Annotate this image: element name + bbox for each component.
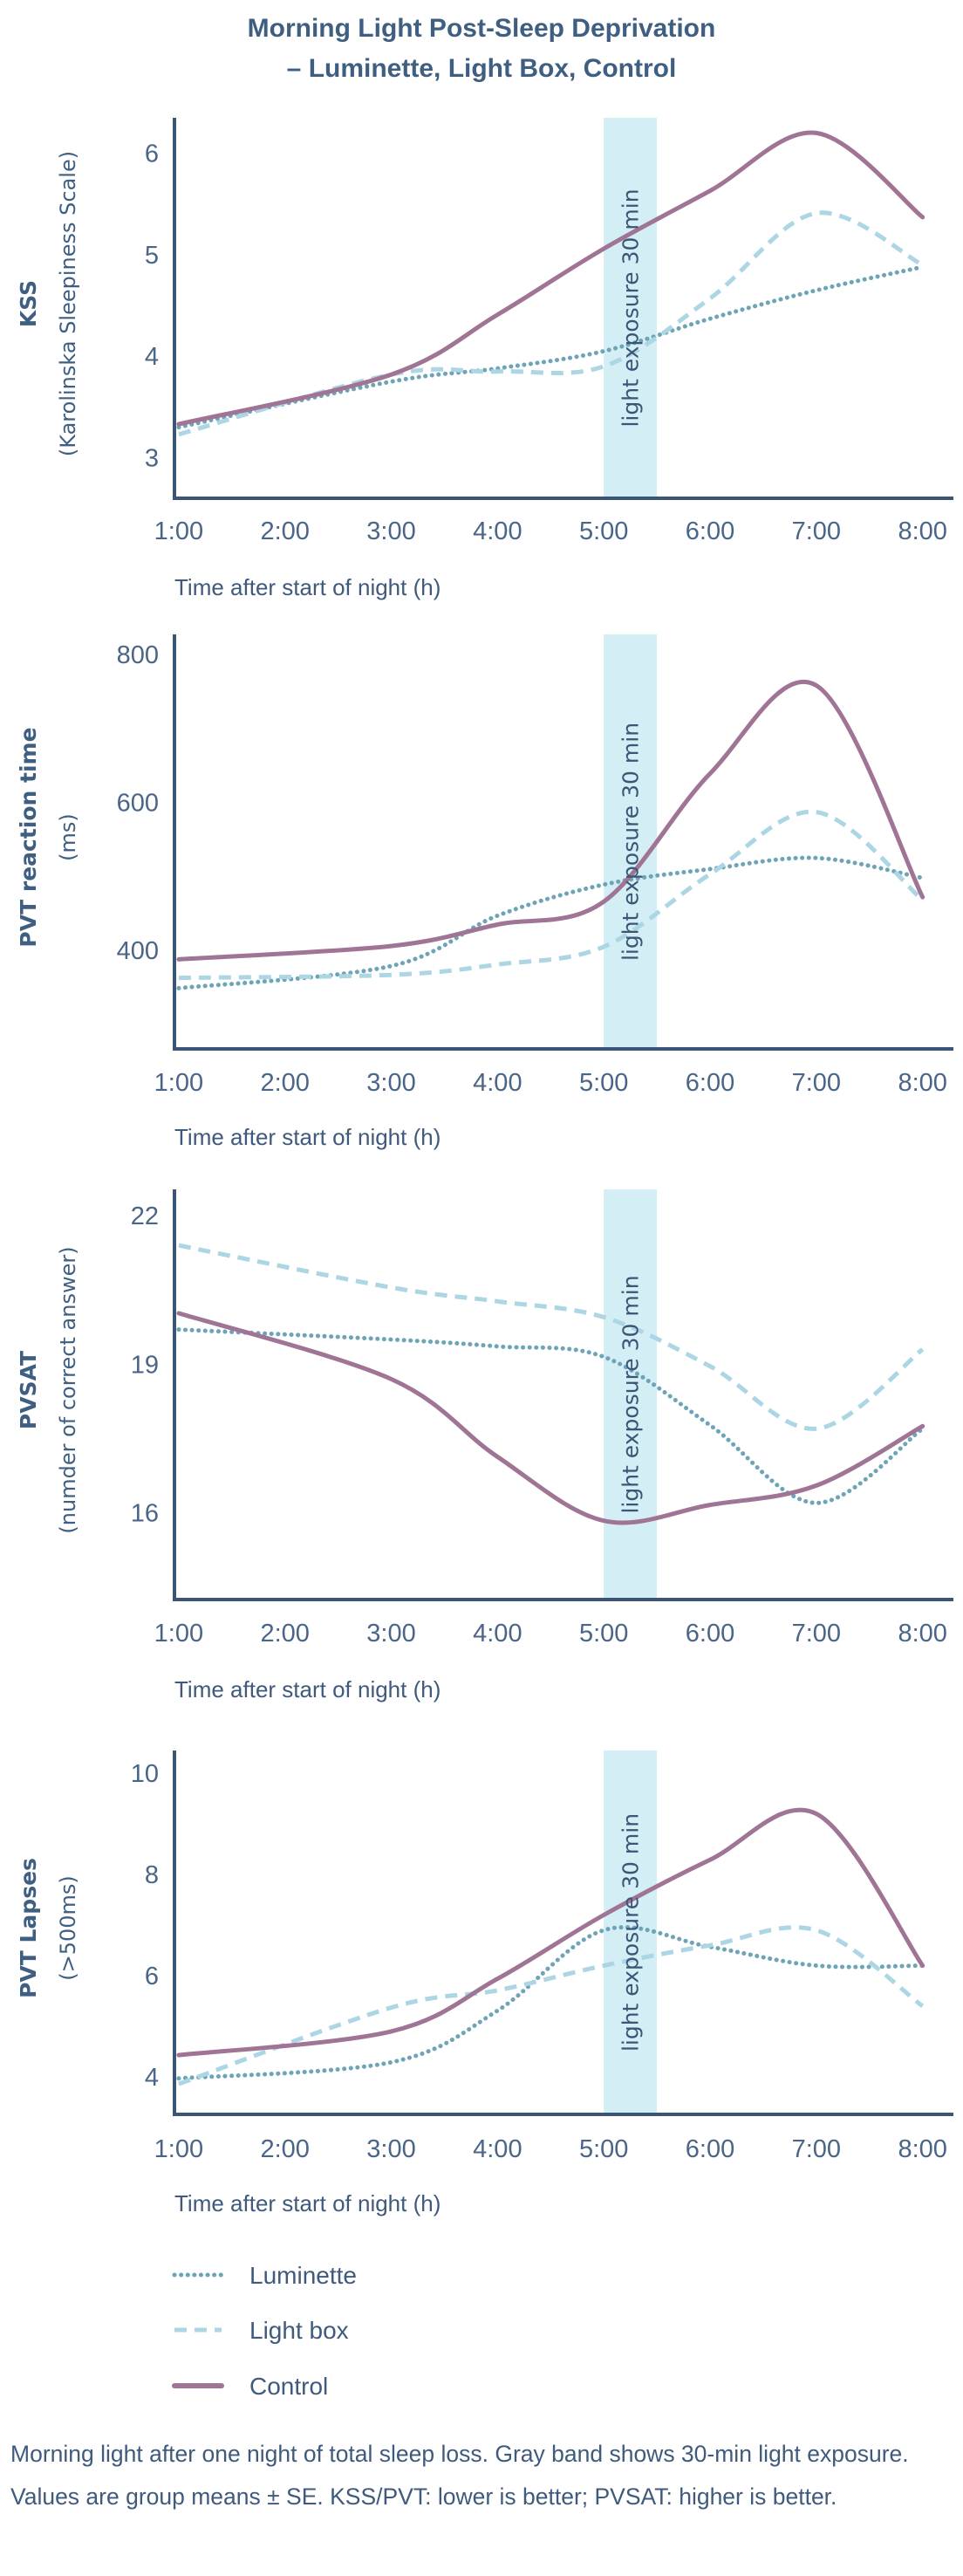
series-line-control [176,130,925,427]
series-line-luminette [176,264,925,430]
y-axis-sublabel: (numder of correct answer) [56,1246,80,1533]
x-tick-label: 6:00 [686,1069,734,1097]
light-exposure-band [604,634,658,1049]
x-tick-label: 7:00 [792,517,841,545]
x-tick-label: 8:00 [898,517,946,545]
series-line-control [176,1807,925,2058]
x-tick-label: 6:00 [686,517,734,545]
y-axis-sublabel: (ms) [56,813,80,861]
chart-title-line-2: – Luminette, Light Box, Control [287,54,677,83]
chart-figure: Morning Light Post-Sleep Deprivation – L… [16,14,953,2400]
x-tick-label: 6:00 [686,2135,734,2163]
y-tick-label: 600 [117,790,159,818]
chart-panel-4: light exposure 30 min 4 6 8 10 1:00 2:00 3:00 4:… [16,1750,953,2216]
band-label: light exposure 30 min [618,1275,644,1513]
x-tick-label: 3:00 [366,1069,415,1097]
y-tick-label: 6 [145,140,159,168]
x-axis-label: Time after start of night (h) [174,574,441,600]
x-tick-label: 3:00 [366,517,415,545]
legend-label: Control [249,2373,328,2400]
y-tick-label: 4 [145,343,159,371]
chart-panel-1: light exposure 30 min 3 4 5 6 1:00 2:00 3:00 4:0… [16,118,953,600]
x-tick-label: 5:00 [579,1620,628,1648]
y-axis-label: KSS [16,280,41,327]
band-label: light exposure 30 min [618,188,644,427]
chart-panels: light exposure 30 min 3 4 5 6 1:00 2:00 3:00 4:0… [16,118,953,2216]
x-tick-label: 5:00 [579,2135,628,2163]
light-exposure-band [604,1750,658,2114]
x-tick-label: 4:00 [473,2135,522,2163]
x-tick-label: 2:00 [260,1069,309,1097]
series-line-light-box [178,1243,925,1431]
legend-label: Luminette [249,2262,357,2289]
x-tick-label: 2:00 [260,1620,309,1648]
x-tick-label: 6:00 [686,1620,734,1648]
y-axis-label: PVT Lapses [16,1858,41,1998]
chart-panel-2: light exposure 30 min 400 600 800 1:00 2:00 3:… [16,634,953,1150]
x-tick-label: 5:00 [579,1069,628,1097]
y-axis-label: PVT reaction time [16,727,41,947]
x-tick-label: 4:00 [473,1620,522,1648]
y-tick-label: 6 [145,1963,159,1990]
y-tick-label: 400 [117,937,159,965]
chart-panel-3: light exposure 30 min 16 19 22 1:00 2:00 3:00 4… [16,1189,953,1702]
x-tick-label: 5:00 [579,517,628,545]
series-line-luminette [176,1327,925,1505]
x-axis-label: Time after start of night (h) [174,2190,441,2216]
legend-item-luminette: Luminette [172,2262,357,2289]
series-line-luminette [176,855,925,990]
x-tick-label: 4:00 [473,1069,522,1097]
y-tick-label: 16 [131,1500,159,1528]
chart-title-line-1: Morning Light Post-Sleep Deprivation [248,14,716,43]
x-tick-label: 7:00 [792,1069,841,1097]
y-tick-label: 22 [131,1202,159,1230]
y-axis-sublabel: (Karolinska Sleepiness Scale) [56,151,80,456]
x-tick-label: 8:00 [898,2135,946,2163]
y-tick-label: 4 [145,2064,159,2092]
x-tick-label: 1:00 [154,1069,203,1097]
y-tick-label: 19 [131,1351,159,1379]
x-tick-label: 3:00 [366,1620,415,1648]
series-line-control [176,1311,925,1525]
series-line-light-box [178,809,925,981]
legend-item-light-box: Light box [174,2317,349,2344]
legend-label: Light box [249,2317,349,2344]
y-tick-label: 10 [131,1760,159,1788]
y-tick-label: 800 [117,641,159,669]
series-line-light-box [178,1925,925,2086]
x-tick-label: 1:00 [154,2135,203,2163]
x-tick-label: 8:00 [898,1620,946,1648]
y-tick-label: 8 [145,1861,159,1889]
x-tick-label: 7:00 [792,1620,841,1648]
y-tick-label: 5 [145,242,159,270]
x-tick-label: 3:00 [366,2135,415,2163]
series-line-luminette [176,1925,925,2081]
band-label: light exposure 30 min [618,1813,644,2052]
x-tick-label: 4:00 [473,517,522,545]
x-tick-label: 2:00 [260,2135,309,2163]
x-tick-label: 2:00 [260,517,309,545]
y-axis-sublabel: (>500ms) [56,1875,80,1981]
x-axis-label: Time after start of night (h) [174,1124,441,1150]
x-tick-label: 1:00 [154,1620,203,1648]
legend-item-control: Control [172,2373,328,2400]
band-label: light exposure 30 min [618,723,644,961]
x-axis-label: Time after start of night (h) [174,1676,441,1702]
y-axis-label: PVSAT [16,1351,41,1429]
light-exposure-band [604,118,658,498]
series-line-control [176,679,925,962]
legend: Luminette Light box Control [172,2262,357,2400]
x-tick-label: 7:00 [792,2135,841,2163]
figure-caption: Morning light after one night of total s… [10,2441,909,2510]
x-tick-label: 1:00 [154,517,203,545]
light-exposure-band [604,1189,658,1600]
x-tick-label: 8:00 [898,1069,946,1097]
y-tick-label: 3 [145,444,159,472]
